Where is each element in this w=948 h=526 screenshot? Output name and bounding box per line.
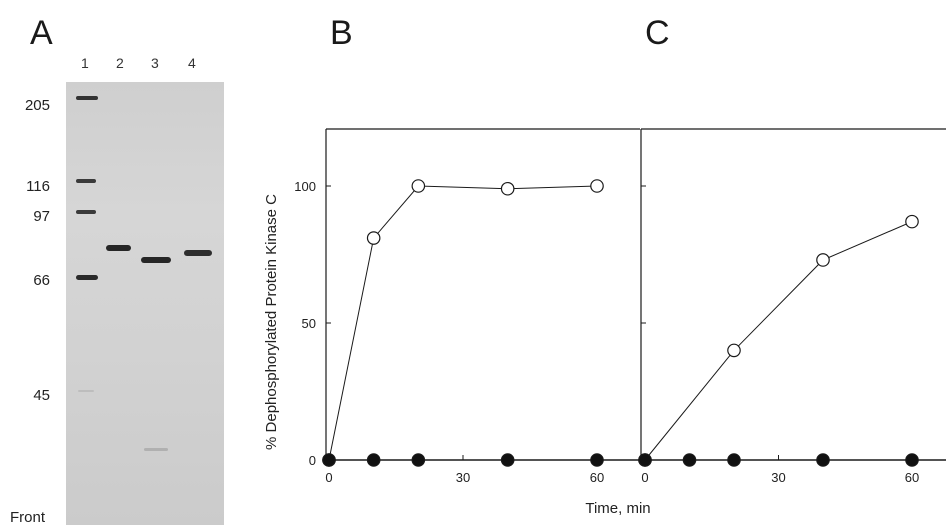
panel-label-a: A [30,14,53,52]
open-data-point [727,343,741,358]
gel-band-lane4 [184,250,212,256]
y-tick-label: 50 [302,316,316,331]
filled-data-point [366,453,381,467]
panel-label-b: B [330,14,353,52]
open-data-point [816,253,830,267]
gel-band-lane2 [106,245,131,251]
lane-number-3: 3 [151,55,159,71]
filled-data-point [727,453,741,467]
lane-number-2: 2 [116,55,124,71]
gel-band-lane3-faint [144,448,168,451]
mw-marker-66: 66 [33,272,50,289]
gel-band-lane1-205 [76,96,98,100]
filled-data-point [638,453,652,467]
y-tick-label: 100 [294,179,316,194]
filled-data-point [500,453,515,467]
open-data-point [411,179,426,193]
open-data-point [366,231,381,245]
sds-page-gel [66,82,224,525]
open-data-point [500,181,515,196]
x-tick-label: 30 [456,470,470,485]
panel-label-c: C [645,14,670,52]
filled-data-point [322,453,336,467]
series-line [644,221,913,461]
plot-b: 0 50 100 0 30 60 [294,128,640,485]
filled-data-point [816,453,830,467]
x-tick-label: 0 [325,470,332,485]
mw-marker-97: 97 [33,208,50,225]
x-tick-label: 60 [905,470,919,485]
gel-front-label: Front [10,509,46,526]
gel-band-lane3 [141,257,171,263]
series-line [328,185,598,461]
lane-number-4: 4 [188,55,196,71]
filled-data-point [590,453,604,467]
x-tick-label: 30 [771,470,785,485]
lane-number-1: 1 [81,55,89,71]
gel-band-lane1-116 [76,179,96,183]
filled-data-point [682,453,697,467]
plot-c: 0 30 60 [638,128,946,485]
x-axis-label: Time, min [585,500,650,517]
filled-data-point [905,453,919,467]
gel-band-lane1-45 [78,390,94,392]
open-data-point [590,179,604,193]
x-tick-label: 0 [641,470,648,485]
x-tick-label: 60 [590,470,604,485]
mw-marker-45: 45 [33,387,50,404]
y-axis-label: % Dephosphorylated Protein Kinase C [263,194,280,450]
gel-band-lane1-66 [76,275,98,280]
open-data-point [905,214,919,229]
filled-data-point [411,453,426,467]
y-tick-label: 0 [309,453,316,468]
gel-band-lane1-97 [76,210,96,214]
mw-marker-205: 205 [24,97,50,114]
mw-marker-116: 116 [26,178,50,195]
